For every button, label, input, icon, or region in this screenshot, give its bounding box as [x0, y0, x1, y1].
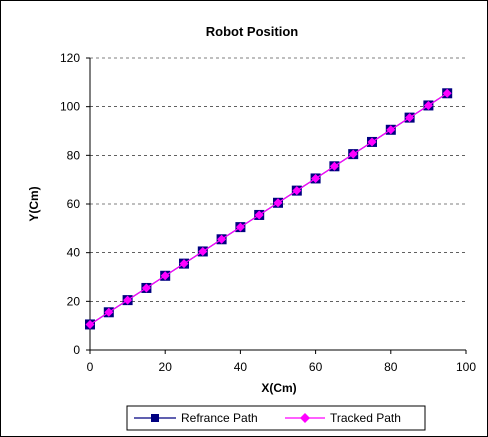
y-tick-label: 40 — [67, 246, 81, 260]
data-point — [217, 234, 227, 244]
x-tick-label: 0 — [87, 360, 94, 374]
legend-tracked-label: Tracked Path — [330, 411, 401, 425]
data-point — [386, 125, 396, 135]
data-point — [273, 198, 283, 208]
y-tick-label: 100 — [60, 100, 80, 114]
legend-refrance-label: Refrance Path — [181, 411, 258, 425]
y-axis-ticks: 0 20 40 60 80 100 120 — [60, 51, 90, 357]
x-tick-label: 60 — [309, 360, 323, 374]
data-point — [423, 100, 433, 110]
data-point — [85, 319, 95, 329]
data-point — [160, 271, 170, 281]
y-tick-label: 120 — [60, 51, 80, 65]
data-point — [179, 259, 189, 269]
y-tick-label: 0 — [73, 343, 80, 357]
series-group — [85, 88, 453, 330]
data-point — [141, 283, 151, 293]
x-tick-label: 40 — [234, 360, 248, 374]
data-point — [311, 173, 321, 183]
data-point — [235, 222, 245, 232]
series-line — [89, 92, 448, 325]
data-point — [292, 186, 302, 196]
data-point — [254, 210, 264, 220]
x-tick-label: 100 — [456, 360, 476, 374]
chart-title: Robot Position — [206, 24, 298, 39]
legend-box — [126, 405, 426, 431]
data-point — [329, 161, 339, 171]
y-tick-label: 80 — [67, 148, 81, 162]
legend-tracked-marker — [300, 413, 310, 423]
data-point — [198, 246, 208, 256]
data-point — [442, 88, 452, 98]
legend: Refrance Path Tracked Path — [126, 405, 426, 431]
data-point — [367, 137, 377, 147]
series-tracked-path — [85, 88, 452, 329]
x-tick-label: 20 — [159, 360, 173, 374]
x-tick-label: 80 — [384, 360, 398, 374]
data-point — [104, 307, 114, 317]
legend-refrance-marker — [151, 414, 159, 422]
data-point — [348, 149, 358, 159]
x-axis-ticks: 0 20 40 60 80 100 — [87, 350, 476, 374]
data-point — [405, 113, 415, 123]
y-tick-label: 60 — [67, 197, 81, 211]
data-point — [123, 295, 133, 305]
y-axis-label: Y(Cm) — [27, 186, 41, 221]
x-axis-label: X(Cm) — [261, 381, 296, 395]
y-tick-label: 20 — [67, 294, 81, 308]
